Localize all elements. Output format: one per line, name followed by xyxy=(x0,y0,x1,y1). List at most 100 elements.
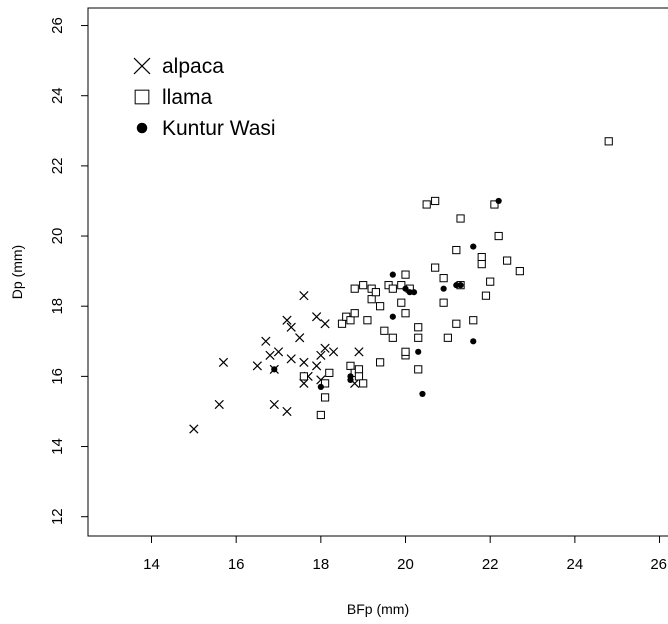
cross-stroke xyxy=(282,406,292,417)
legend-label-llama: llama xyxy=(162,86,213,109)
x-tick-label: 18 xyxy=(313,556,330,573)
alpaca-point xyxy=(218,357,229,367)
cross-stroke xyxy=(316,350,326,360)
cross-stroke xyxy=(214,399,224,410)
llama-point xyxy=(456,214,465,223)
kuntur-wasi-point xyxy=(271,366,278,373)
plot-frame xyxy=(87,7,668,537)
llama-point xyxy=(443,333,452,342)
cross-stroke xyxy=(261,336,271,346)
cross-stroke xyxy=(328,347,339,357)
cross-stroke xyxy=(311,361,322,371)
kuntur-wasi-point xyxy=(470,338,477,345)
y-tick-label: 12 xyxy=(49,508,66,525)
cross-stroke xyxy=(299,378,309,389)
cross-stroke xyxy=(133,57,151,75)
llama-point xyxy=(486,277,495,286)
cross-stroke xyxy=(299,357,309,367)
y-tick-label: 22 xyxy=(49,158,66,175)
cross-stroke xyxy=(299,291,309,301)
cross-stroke xyxy=(265,350,275,360)
alpaca-point xyxy=(286,322,296,332)
llama-point xyxy=(359,281,368,290)
alpaca-point xyxy=(273,347,284,357)
cross-stroke xyxy=(311,312,322,322)
llama-point xyxy=(515,267,524,276)
llama-point xyxy=(376,358,385,367)
llama-point xyxy=(346,361,355,370)
y-tick-label: 16 xyxy=(49,368,66,385)
cross-stroke xyxy=(269,399,279,410)
alpaca-point xyxy=(295,333,305,343)
cross-stroke xyxy=(218,357,229,367)
kuntur-wasi-point xyxy=(347,376,354,383)
llama-point xyxy=(494,231,503,241)
llama-point xyxy=(452,319,461,328)
cross-stroke xyxy=(273,347,284,357)
alpaca-point xyxy=(282,406,292,417)
llama-point xyxy=(477,260,486,269)
alpaca-point xyxy=(269,399,279,410)
alpaca-point xyxy=(311,312,322,322)
llama-point xyxy=(376,302,385,311)
llama-point xyxy=(371,288,380,297)
alpaca-point xyxy=(261,336,271,346)
llama-point xyxy=(354,365,364,374)
llama-point xyxy=(350,309,359,318)
llama-point xyxy=(350,284,359,293)
llama-point xyxy=(316,410,325,420)
llama-point xyxy=(490,200,499,209)
kuntur-wasi-point xyxy=(495,197,502,205)
llama-point xyxy=(439,274,448,283)
llama-point xyxy=(380,326,389,335)
llama-point xyxy=(397,281,406,290)
llama-point xyxy=(431,263,440,272)
x-tick-label: 14 xyxy=(143,556,160,573)
y-tick-label: 14 xyxy=(49,438,66,455)
y-tick-label: 18 xyxy=(49,298,66,315)
x-tick-label: 16 xyxy=(228,556,245,573)
legend-marker-llama xyxy=(134,89,150,105)
llama-point xyxy=(388,284,397,293)
llama-point xyxy=(503,256,512,265)
llama-point xyxy=(439,298,448,307)
legend-label-kuntur-wasi: Kuntur Wasi xyxy=(162,117,276,140)
llama-point xyxy=(320,393,330,402)
alpaca-point xyxy=(320,319,330,329)
alpaca-point xyxy=(252,361,262,371)
llama-point xyxy=(337,319,347,328)
cross-stroke xyxy=(189,424,199,434)
cross-stroke xyxy=(320,319,330,329)
alpaca-point xyxy=(311,361,322,371)
llama-point xyxy=(367,295,376,304)
kuntur-wasi-point xyxy=(470,243,477,250)
cross-stroke xyxy=(350,378,360,389)
y-tick-label: 24 xyxy=(49,87,66,104)
kuntur-wasi-point xyxy=(453,282,460,289)
kuntur-wasi-point xyxy=(389,313,396,320)
kuntur-wasi-point xyxy=(402,285,409,292)
llama-point xyxy=(414,365,423,374)
cross-stroke xyxy=(316,375,326,385)
axes: 14 16 18 20 22 24 26 12 14 16 18 20 22 24 26 BFp (mm) Dp… xyxy=(9,7,668,617)
llama-point xyxy=(397,298,406,307)
x-tick-label: 22 xyxy=(482,556,499,573)
kuntur-wasi-point xyxy=(389,271,396,278)
kuntur-wasi-point xyxy=(410,289,418,296)
llama-point xyxy=(320,379,330,388)
kuntur-wasi-point xyxy=(419,390,426,398)
llama-point xyxy=(401,347,410,356)
llama-point xyxy=(299,372,309,381)
llama-point xyxy=(469,316,478,325)
alpaca-point xyxy=(328,347,339,357)
cross-stroke xyxy=(295,333,305,343)
llama-point xyxy=(414,323,423,332)
llama-point xyxy=(452,245,461,255)
llama-point xyxy=(401,309,410,318)
x-tick-label: 24 xyxy=(567,556,584,573)
y-tick-label: 26 xyxy=(49,17,66,34)
cross-stroke xyxy=(320,343,330,353)
cross-stroke xyxy=(252,361,262,371)
alpaca-point xyxy=(286,354,296,364)
